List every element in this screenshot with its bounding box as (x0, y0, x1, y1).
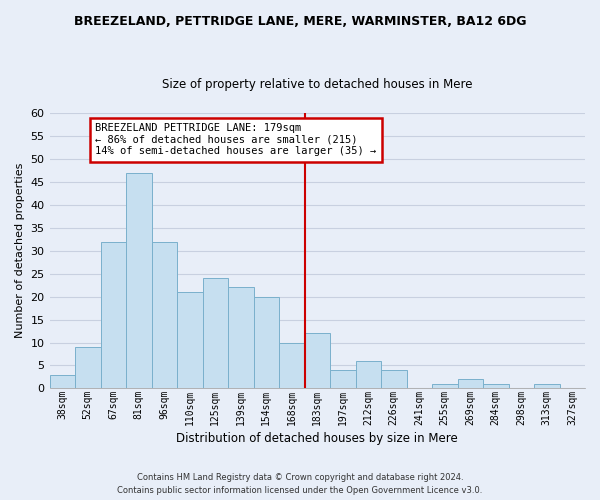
Bar (75, 347, 101, 389)
Bar (458, 379, 483, 388)
Bar (483, 384, 509, 388)
Bar (356, 361, 381, 388)
Text: Contains HM Land Registry data © Crown copyright and database right 2024.
Contai: Contains HM Land Registry data © Crown c… (118, 474, 482, 495)
Bar (50, 374, 75, 388)
Bar (305, 334, 330, 388)
Bar (203, 278, 228, 388)
Bar (330, 370, 356, 388)
Bar (432, 384, 458, 388)
Text: BREEZELAND, PETTRIDGE LANE, MERE, WARMINSTER, BA12 6DG: BREEZELAND, PETTRIDGE LANE, MERE, WARMIN… (74, 15, 526, 28)
Bar (152, 242, 177, 388)
Bar (254, 296, 279, 388)
Bar (177, 292, 203, 388)
Bar (279, 342, 305, 388)
Text: BREEZELAND PETTRIDGE LANE: 179sqm
← 86% of detached houses are smaller (215)
14%: BREEZELAND PETTRIDGE LANE: 179sqm ← 86% … (95, 123, 377, 156)
Y-axis label: Number of detached properties: Number of detached properties (15, 163, 25, 338)
Bar (228, 288, 254, 388)
Bar (534, 384, 560, 388)
Title: Size of property relative to detached houses in Mere: Size of property relative to detached ho… (162, 78, 473, 91)
Bar (381, 370, 407, 388)
Bar (126, 172, 152, 388)
X-axis label: Distribution of detached houses by size in Mere: Distribution of detached houses by size … (176, 432, 458, 445)
Bar (101, 242, 126, 388)
